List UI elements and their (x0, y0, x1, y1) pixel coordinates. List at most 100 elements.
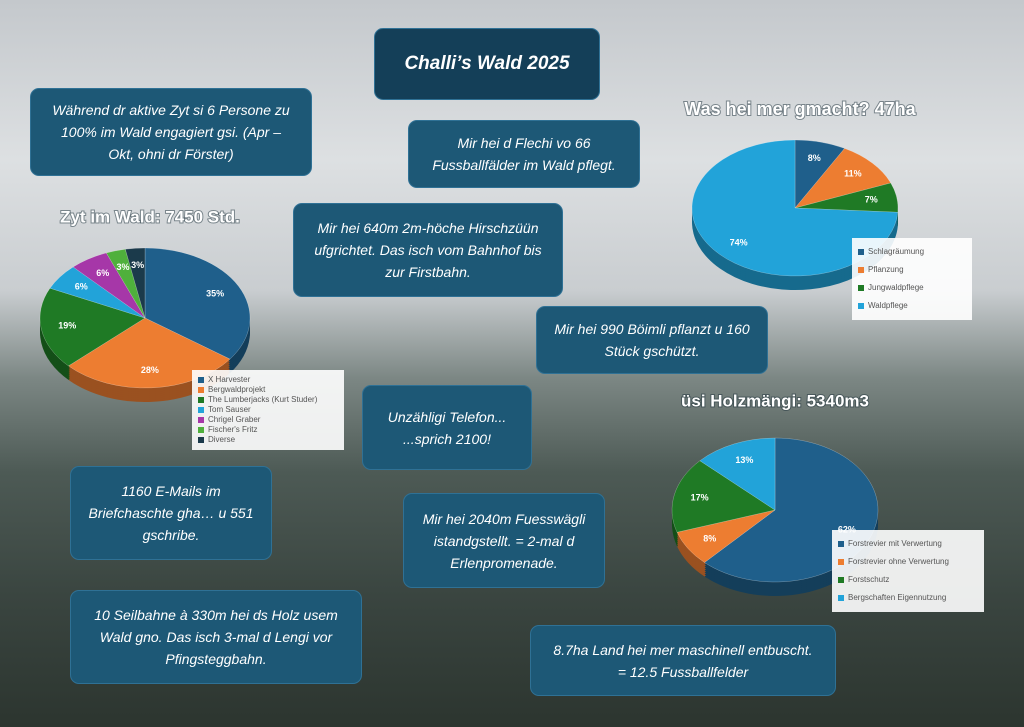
legend-swatch (838, 577, 844, 583)
slice (671, 460, 776, 533)
legend-swatch (858, 303, 864, 309)
legend-label: Diverse (208, 435, 236, 444)
legend-label: Schlagräumung (868, 247, 924, 256)
legend-label: Pflanzung (868, 265, 904, 274)
data-label: 8% (808, 153, 821, 163)
text-line: Mir hei 990 Böimli pflanzt u 160 (554, 321, 750, 337)
legend-label: Forstrevier mit Verwertung (848, 539, 942, 548)
text-line: zur Firstbahn. (385, 264, 471, 280)
text-box: Mir hei d Flechi vo 66 Fussballfälder im … (408, 120, 640, 188)
legend-label: Waldpflege (868, 301, 908, 310)
legend-label: The Lumberjacks (Kurt Studer) (208, 395, 318, 404)
text-line: Fussballfälder im Wald pflegt. (432, 157, 616, 173)
slice (105, 248, 146, 319)
legend-label: Bergschaften Eigennutzung (848, 593, 946, 602)
text-line: Während dr aktive Zyt si 6 Persone zu (52, 102, 290, 118)
legend (832, 530, 984, 612)
slice (794, 182, 899, 213)
text-box: 1160 E-Mails im Briefchaschte gha… u 551 g… (70, 466, 272, 560)
data-label: 6% (75, 282, 88, 292)
slice (794, 148, 892, 209)
text-box: Mir hei 2040m Fuesswägli istandgstellt. =… (403, 493, 605, 588)
text-line: Okt, ohni dr Förster) (108, 146, 234, 162)
legend-swatch (198, 387, 204, 393)
text-line: 8.7ha Land hei mer maschinell entbuscht. (553, 641, 813, 658)
data-label: 13% (735, 455, 753, 465)
legend-label: Bergwaldprojekt (208, 385, 266, 394)
slice (72, 252, 146, 319)
data-label: 8% (703, 533, 716, 543)
text-line: Erlenpromenade. (450, 554, 558, 571)
text-box: 8.7ha Land hei mer maschinell entbuscht.… (530, 625, 836, 696)
legend-swatch (198, 437, 204, 443)
legend-swatch (198, 377, 204, 383)
slice (49, 266, 146, 319)
text-box: 10 Seilbahne à 330m hei ds Holz usem Wald… (70, 590, 362, 684)
data-label: 3% (117, 262, 130, 272)
legend-swatch (198, 407, 204, 413)
text-line: Stück gschützt. (604, 343, 700, 359)
slice (68, 317, 231, 389)
text-line: gschribe. (142, 527, 200, 543)
title-box: Challi’s Wald 2025 (374, 28, 600, 100)
text-line: istandgstellt. = 2-mal d (433, 532, 575, 549)
legend-label: Jungwaldpflege (868, 283, 924, 292)
data-label: 62% (838, 524, 856, 534)
data-label: 35% (206, 289, 224, 299)
slice (794, 139, 846, 209)
legend-swatch (858, 249, 864, 255)
slice (676, 509, 776, 563)
chart-title: Was hei mer gmacht? 47ha (684, 99, 916, 119)
text-line: Mir hei 2040m Fuesswägli (422, 510, 586, 527)
legend-swatch (198, 427, 204, 433)
text-line: Wald gno. Das isch 3-mal d Lengi vor (99, 629, 333, 645)
legend-swatch (198, 417, 204, 423)
text-box: Während dr aktive Zyt si 6 Persone zu 100… (30, 88, 312, 176)
text-line: Pfingsteggbahn. (165, 651, 267, 667)
text-box: Mir hei 990 Böimli pflanzt u 160 Stück gs… (536, 306, 768, 374)
legend-label: Tom Sauser (208, 405, 251, 414)
legend-label: X Harvester (208, 375, 251, 384)
text-box: Unzähligi Telefon... ...sprich 2100! (362, 385, 532, 470)
data-label: 17% (691, 493, 709, 503)
data-label: 74% (730, 237, 748, 247)
chart-title: Zyt im Wald: 7450 Std. (60, 207, 240, 226)
text-line: = 12.5 Fussballfelder (617, 663, 749, 680)
text-line: Briefchaschte gha… u 551 (88, 505, 254, 521)
text-line: 100% im Wald engagiert gsi. (Apr – (61, 124, 281, 140)
text-line: ufgrichtet. Das isch vom Bahnhof bis (314, 242, 542, 258)
data-label: 28% (141, 365, 159, 375)
data-label: 11% (844, 169, 862, 179)
legend-label: Chrigel Graber (208, 415, 261, 424)
data-label: 3% (131, 260, 144, 270)
text-line: Mir hei d Flechi vo 66 (457, 135, 591, 151)
legend-swatch (858, 285, 864, 291)
text-box: Mir hei 640m 2m-höche Hirschzüün ufgricht… (293, 203, 563, 297)
legend-swatch (858, 267, 864, 273)
legend-label: Forstrevier ohne Verwertung (848, 557, 949, 566)
legend-swatch (198, 397, 204, 403)
slice (144, 247, 251, 360)
text-line: 1160 E-Mails im (121, 483, 221, 499)
legend-swatch (838, 541, 844, 547)
data-label: 7% (865, 194, 878, 204)
legend-label: Forstschutz (848, 575, 889, 584)
title: Challi’s Wald 2025 (404, 53, 570, 74)
legend-label: Fischer's Fritz (208, 425, 258, 434)
chart-title: üsi Holzmängi: 5340m3 (681, 391, 869, 410)
slice (125, 247, 146, 319)
slice (39, 287, 146, 367)
data-label: 19% (58, 321, 76, 331)
legend-swatch (838, 559, 844, 565)
data-label: 6% (96, 268, 109, 278)
legend-swatch (838, 595, 844, 601)
text-line: 10 Seilbahne à 330m hei ds Holz usem (94, 607, 338, 623)
text-line: Unzähligi Telefon... (387, 408, 507, 425)
text-line: Mir hei 640m 2m-höche Hirschzüün (317, 220, 539, 236)
slice (699, 437, 776, 511)
legend (852, 238, 972, 320)
text-line: ...sprich 2100! (403, 430, 491, 447)
legend (192, 370, 344, 450)
